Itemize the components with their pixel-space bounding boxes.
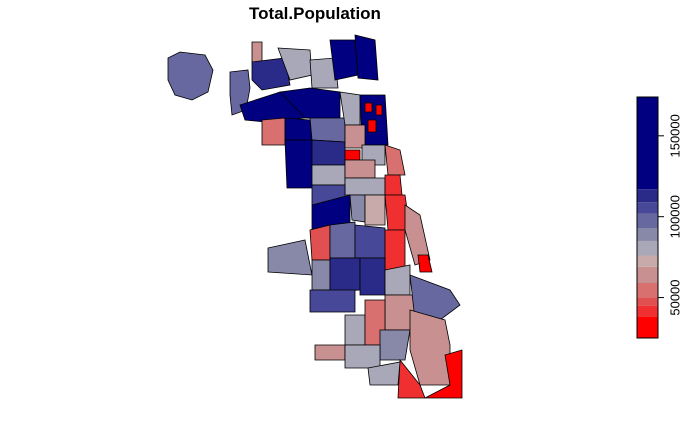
legend-tick-label: 150000 (667, 114, 682, 157)
region (379, 329, 411, 361)
region (311, 164, 346, 186)
region (384, 174, 403, 196)
region (384, 144, 406, 176)
legend-bin (637, 297, 658, 306)
region (309, 289, 356, 313)
region (364, 102, 373, 113)
region (344, 149, 361, 161)
region (311, 259, 331, 291)
legend-bin (637, 305, 658, 317)
region (367, 119, 377, 133)
region (311, 139, 346, 166)
legend-bin (637, 255, 658, 267)
region (314, 344, 346, 361)
region (284, 117, 313, 141)
region (354, 224, 386, 259)
region (375, 104, 383, 116)
region (344, 124, 366, 149)
region (329, 39, 359, 81)
region (329, 257, 361, 293)
region (364, 194, 386, 226)
region (279, 87, 341, 121)
region (354, 34, 379, 81)
legend-bin (637, 97, 658, 190)
region (309, 224, 331, 261)
legend-bin (637, 316, 658, 338)
legend-bin (637, 213, 658, 229)
region (267, 239, 313, 276)
region (384, 229, 406, 271)
legend-tick-label: 100000 (667, 195, 682, 238)
region (344, 314, 366, 346)
region (409, 309, 451, 386)
legend-bin (637, 283, 658, 298)
region (167, 51, 214, 101)
map-title: Total.Population (249, 4, 381, 23)
region (309, 57, 339, 89)
region (367, 361, 401, 386)
region (261, 117, 286, 146)
legend-tick-label: 50000 (667, 279, 682, 315)
legend-bin (637, 266, 658, 284)
region (417, 254, 433, 273)
region (251, 41, 263, 63)
region (349, 194, 366, 223)
legend-bin (637, 228, 658, 241)
region (359, 257, 386, 296)
legend-bin (637, 240, 658, 256)
region (384, 264, 411, 296)
region (424, 349, 463, 399)
region (329, 221, 356, 259)
region (309, 117, 346, 143)
region (344, 159, 376, 179)
legend-bin (637, 189, 658, 203)
region (344, 344, 381, 369)
region (284, 139, 313, 189)
legend-frame (636, 96, 659, 339)
region (344, 177, 386, 196)
region (251, 57, 291, 91)
legend-bin (637, 202, 658, 214)
